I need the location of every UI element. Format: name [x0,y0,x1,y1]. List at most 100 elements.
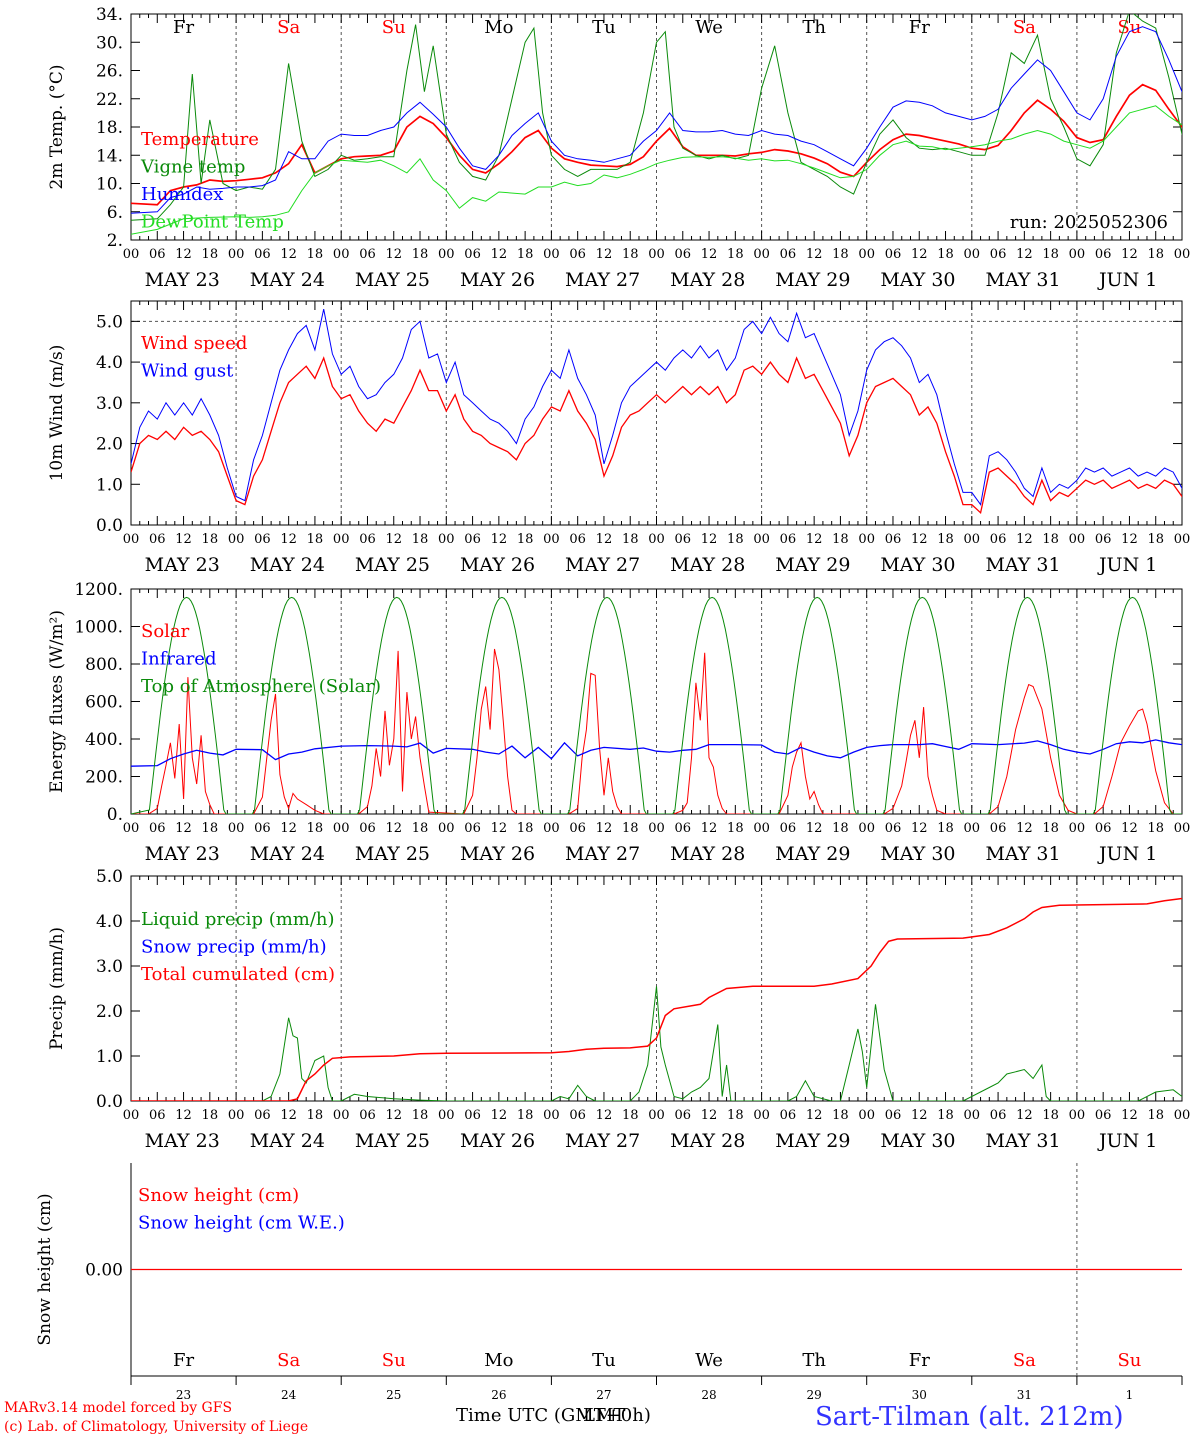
hour-tick-label: 00 [438,821,455,836]
hour-tick-label: 12 [1121,247,1138,262]
hour-tick-label: 00 [228,247,245,262]
y-axis-label: Precip (mm/h) [47,927,67,1050]
hour-tick-label: 00 [753,532,770,547]
date-label: MAY 28 [670,843,745,865]
hour-tick-label: 18 [517,821,534,836]
series-group [131,308,1182,515]
date-label: MAY 31 [985,554,1060,576]
date-label: MAY 26 [460,1130,535,1152]
hour-tick-label: 06 [464,1108,481,1123]
hour-tick-label: 00 [123,1108,140,1123]
date-label: MAY 27 [565,1130,640,1152]
hour-tick-label: 18 [937,821,954,836]
date-label: MAY 28 [670,269,745,291]
y-tick-label: 2.0 [96,435,123,455]
hour-tick-label: 18 [937,532,954,547]
hour-tick-label: 00 [543,821,560,836]
weekday-label: Fr [173,17,194,38]
hour-tick-label: 12 [175,821,192,836]
hour-tick-label: 06 [254,532,271,547]
hour-tick-label: 18 [307,532,324,547]
y-tick-label: 34. [96,5,123,25]
hour-tick-label: 18 [307,821,324,836]
hour-tick-label: 18 [517,247,534,262]
hour-tick-label: 12 [911,247,928,262]
hour-tick-label: 06 [569,1108,586,1123]
y-axis-label: Snow height (cm) [35,1193,55,1345]
hour-tick-label: 18 [727,821,744,836]
hour-tick-label: 00 [123,821,140,836]
date-label: MAY 26 [460,843,535,865]
day-number-label: 27 [596,1388,611,1402]
y-tick-label: 14. [96,146,123,166]
hour-tick-label: 06 [254,247,271,262]
hour-tick-label: 12 [491,247,508,262]
hour-tick-label: 00 [858,532,875,547]
series-line-humidex [131,26,1182,214]
date-label: MAY 27 [565,554,640,576]
y-tick-label: 0.0 [96,516,123,536]
hour-tick-label: 00 [228,821,245,836]
weekday-label: Mo [484,17,513,38]
hour-tick-label: 12 [385,821,402,836]
date-label: MAY 26 [460,269,535,291]
panel-energy: 0. 200. 400. 600. 800. 1000. 1200. Energy fluxe… [47,580,1191,865]
date-label: MAY 24 [250,1130,325,1152]
series-line-total-cumulated-cm- [131,897,1182,1101]
run-label: run: 2025052306 [1010,212,1168,233]
hour-tick-label: 12 [701,1108,718,1123]
hour-tick-label: 00 [858,247,875,262]
hour-tick-label: 12 [806,1108,823,1123]
date-label: MAY 25 [355,269,430,291]
weekday-label: Sa [277,17,300,38]
y-axis-label: 10m Wind (m/s) [47,345,67,482]
hour-tick-label: 00 [543,532,560,547]
date-label: MAY 30 [880,269,955,291]
panel-frame [130,588,1183,815]
y-tick-label: 4.0 [96,353,123,373]
series-line-top-of-atmosphere-solar- [131,596,1182,814]
hour-tick-label: 12 [1016,1108,1033,1123]
hour-tick-label: 18 [517,1108,534,1123]
weekday-label: Su [1117,1350,1141,1371]
weekday-label: Fr [909,1350,930,1371]
date-label: MAY 28 [670,554,745,576]
day-number-label: 28 [701,1388,716,1402]
date-label: MAY 25 [355,554,430,576]
hour-tick-label: 06 [675,821,692,836]
hour-tick-label: 00 [123,247,140,262]
y-tick-label: 0. [107,805,123,825]
hour-tick-label: 00 [333,532,350,547]
date-label: MAY 30 [880,843,955,865]
hour-tick-label: 06 [149,247,166,262]
hour-tick-label: 06 [464,247,481,262]
series-line-wind-gust [131,308,1182,506]
hour-tick-label: 00 [964,821,981,836]
hour-tick-label: 18 [412,247,429,262]
date-label: MAY 27 [565,269,640,291]
hour-tick-label: 18 [307,1108,324,1123]
legend-entry: Liquid precip (mm/h) [141,909,335,930]
date-label: MAY 30 [880,1130,955,1152]
hour-tick-label: 12 [806,247,823,262]
hour-tick-label: 06 [569,532,586,547]
hour-tick-label: 12 [491,1108,508,1123]
hour-tick-label: 00 [228,1108,245,1123]
hour-tick-label: 00 [1174,821,1191,836]
date-label: MAY 23 [145,843,220,865]
hour-tick-label: 18 [412,821,429,836]
date-label: MAY 24 [250,269,325,291]
hour-tick-label: 18 [727,532,744,547]
hour-tick-label: 12 [175,247,192,262]
hour-tick-label: 06 [149,532,166,547]
series-line-temperature [131,83,1182,206]
weekday-label: Mo [484,1350,513,1371]
hour-tick-label: 12 [175,1108,192,1123]
hour-tick-label: 12 [596,821,613,836]
hour-tick-label: 12 [911,821,928,836]
day-number-label: 23 [176,1388,191,1402]
hour-tick-label: 00 [333,1108,350,1123]
hour-tick-label: 06 [675,247,692,262]
weekday-label: Su [382,17,406,38]
hour-tick-label: 12 [596,247,613,262]
